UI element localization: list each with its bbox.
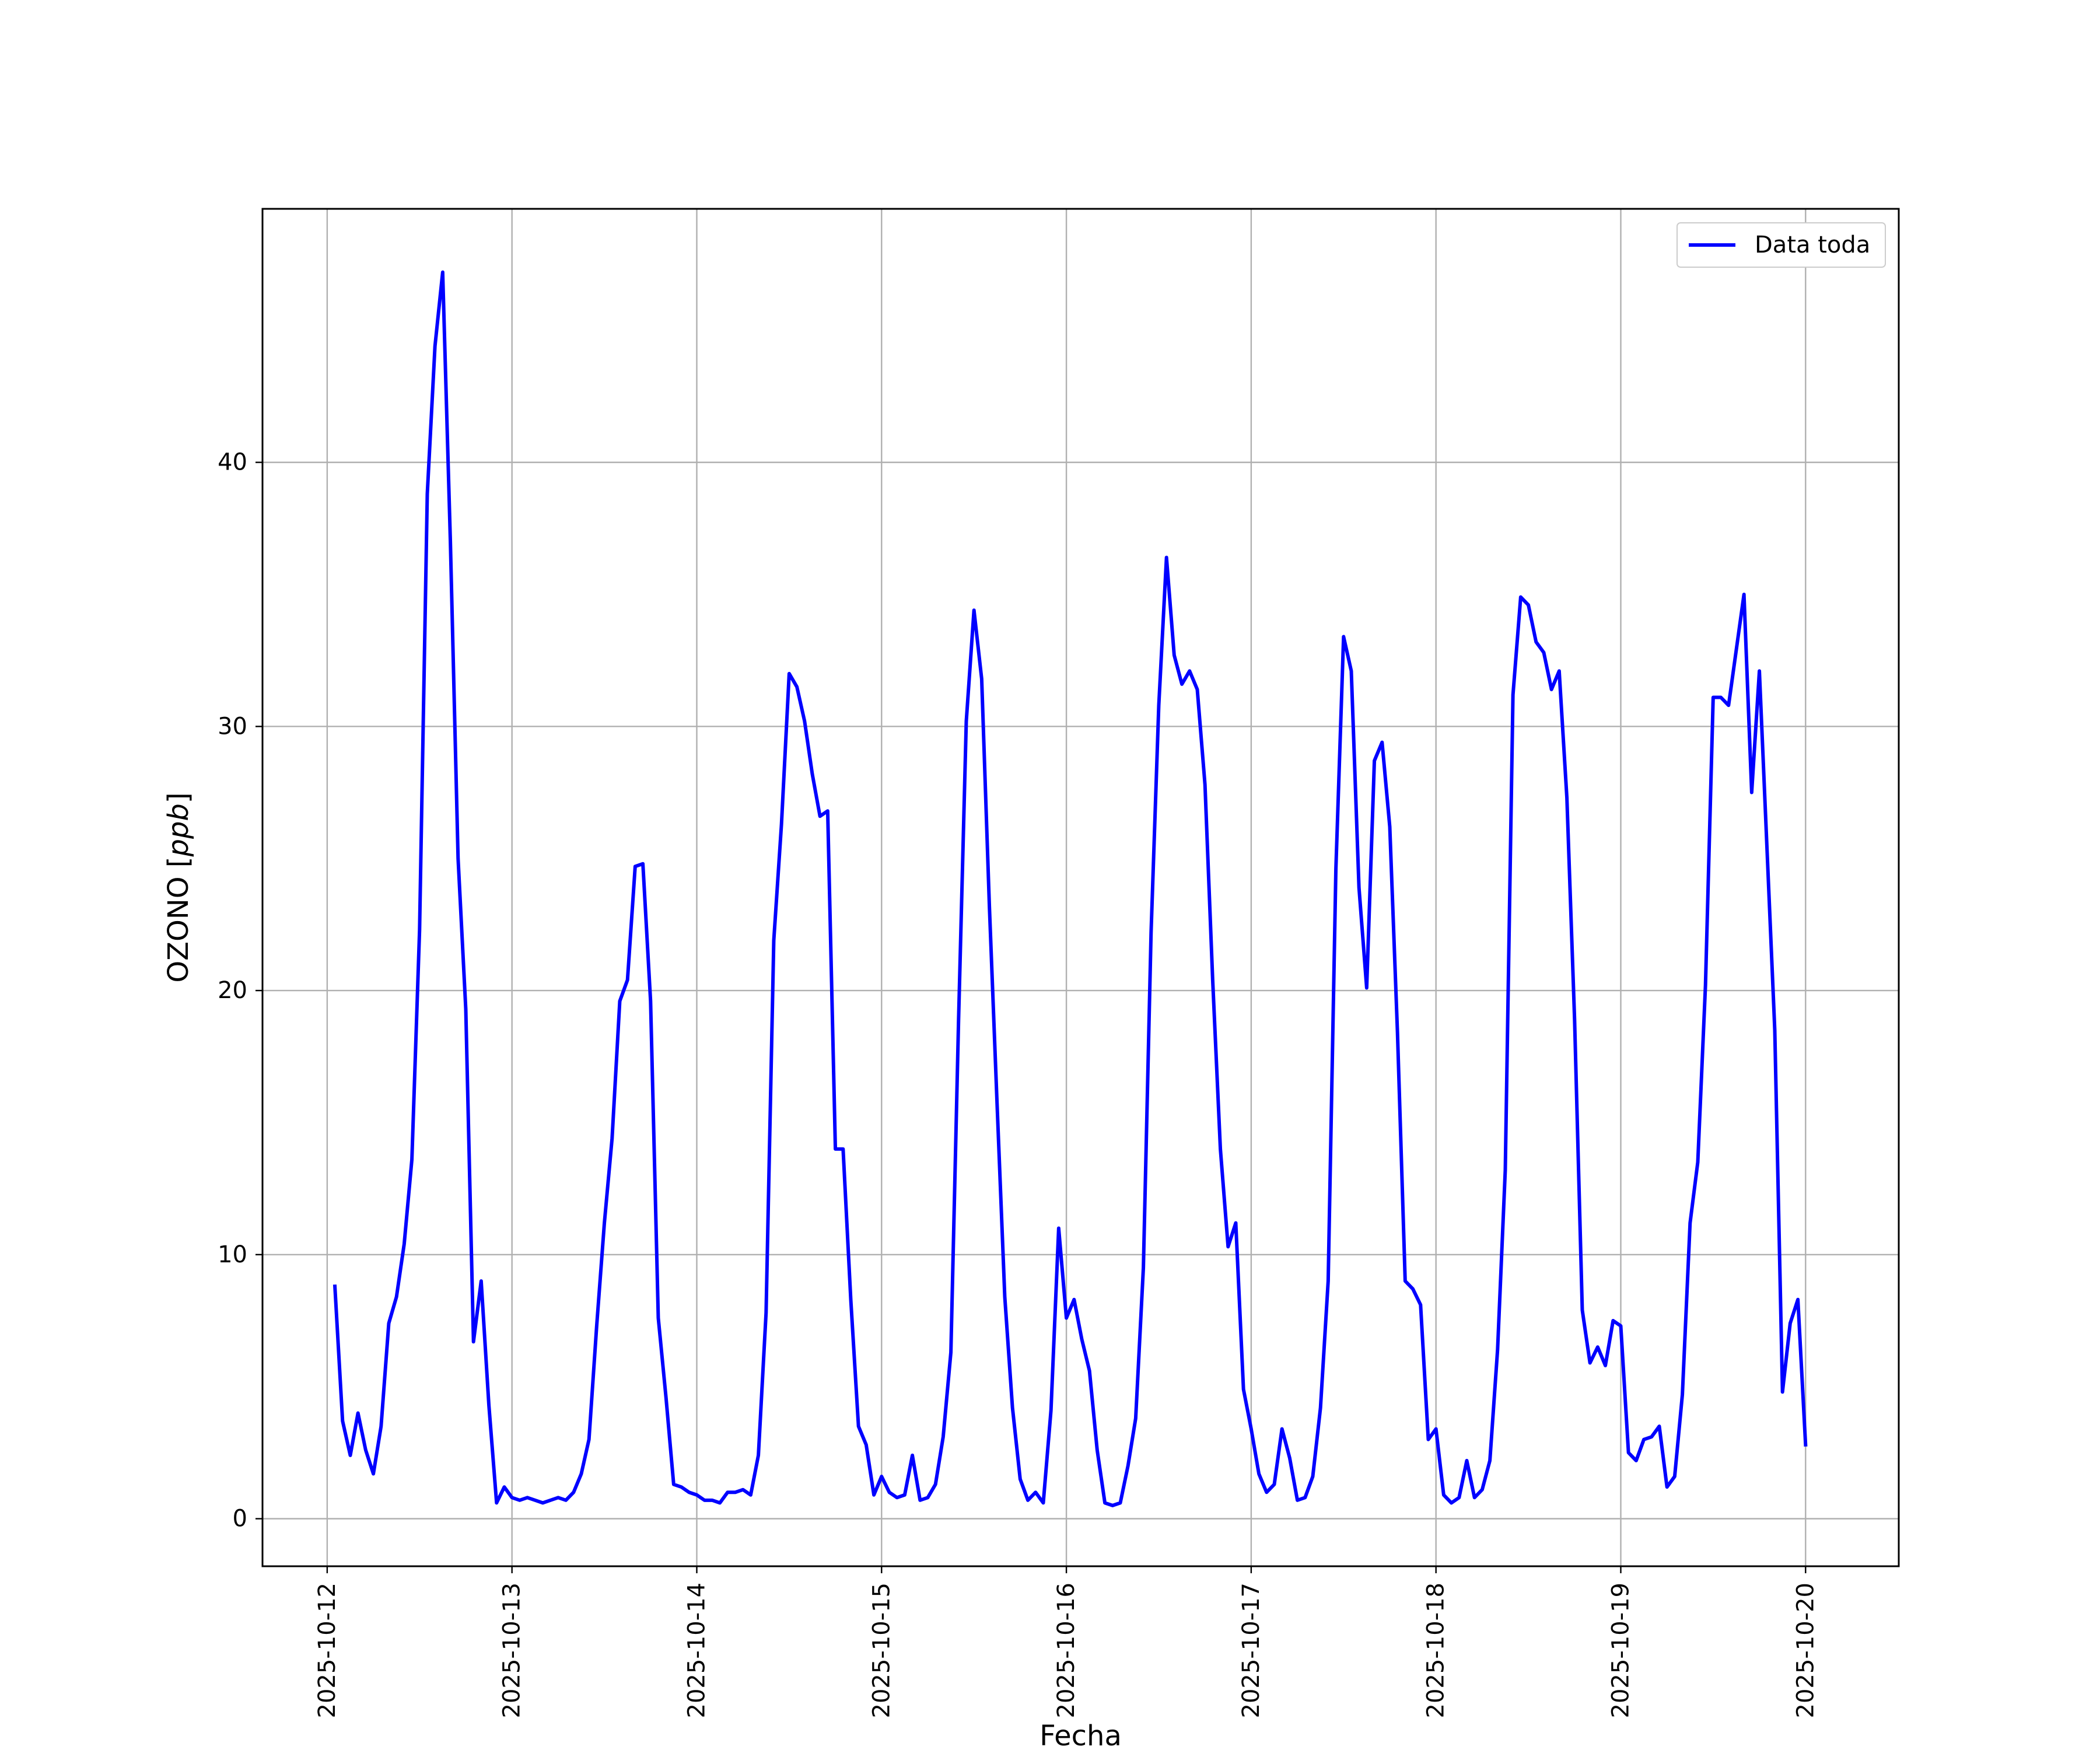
y-axis-ticks: 0 10 20 30 40	[218, 449, 262, 1532]
plot-frame	[261, 208, 1900, 1567]
y-axis-title-bracket-open: [	[162, 857, 195, 877]
y-axis-title-text: OZONO	[162, 876, 195, 982]
x-tick-label: 2025-10-16	[1053, 1583, 1080, 1718]
grid-lines	[262, 209, 1899, 1566]
x-tick-label: 2025-10-12	[314, 1583, 341, 1718]
series-layer	[332, 270, 1808, 1507]
legend-label-data-toda: Data toda	[1755, 232, 1870, 258]
x-tick-label: 2025-10-13	[499, 1583, 526, 1718]
y-tick-label: 40	[218, 449, 247, 476]
y-tick-label: 0	[233, 1506, 247, 1532]
y-tick-label: 30	[218, 713, 247, 740]
y-axis-title: OZONO [ppb]	[162, 792, 195, 982]
y-axis-title-bracket-close: ]	[162, 792, 195, 803]
x-tick-label: 2025-10-17	[1238, 1583, 1265, 1718]
x-tick-label: 2025-10-20	[1792, 1583, 1819, 1718]
x-tick-label: 2025-10-18	[1423, 1583, 1450, 1718]
y-axis-title-unit: ppb	[162, 803, 195, 857]
y-tick-label: 10	[218, 1241, 247, 1268]
legend: Data toda	[1676, 222, 1886, 268]
x-tick-label: 2025-10-15	[868, 1583, 895, 1718]
y-tick-label: 20	[218, 977, 247, 1004]
x-axis-title: Fecha	[1040, 1720, 1122, 1750]
legend-box	[1676, 222, 1886, 268]
x-tick-label: 2025-10-14	[683, 1583, 710, 1718]
series-line-data-toda	[332, 270, 1808, 1507]
x-axis-ticks: 2025-10-12 2025-10-13 2025-10-14 2025-10-15…	[314, 1566, 1819, 1718]
x-tick-label: 2025-10-19	[1607, 1583, 1634, 1718]
